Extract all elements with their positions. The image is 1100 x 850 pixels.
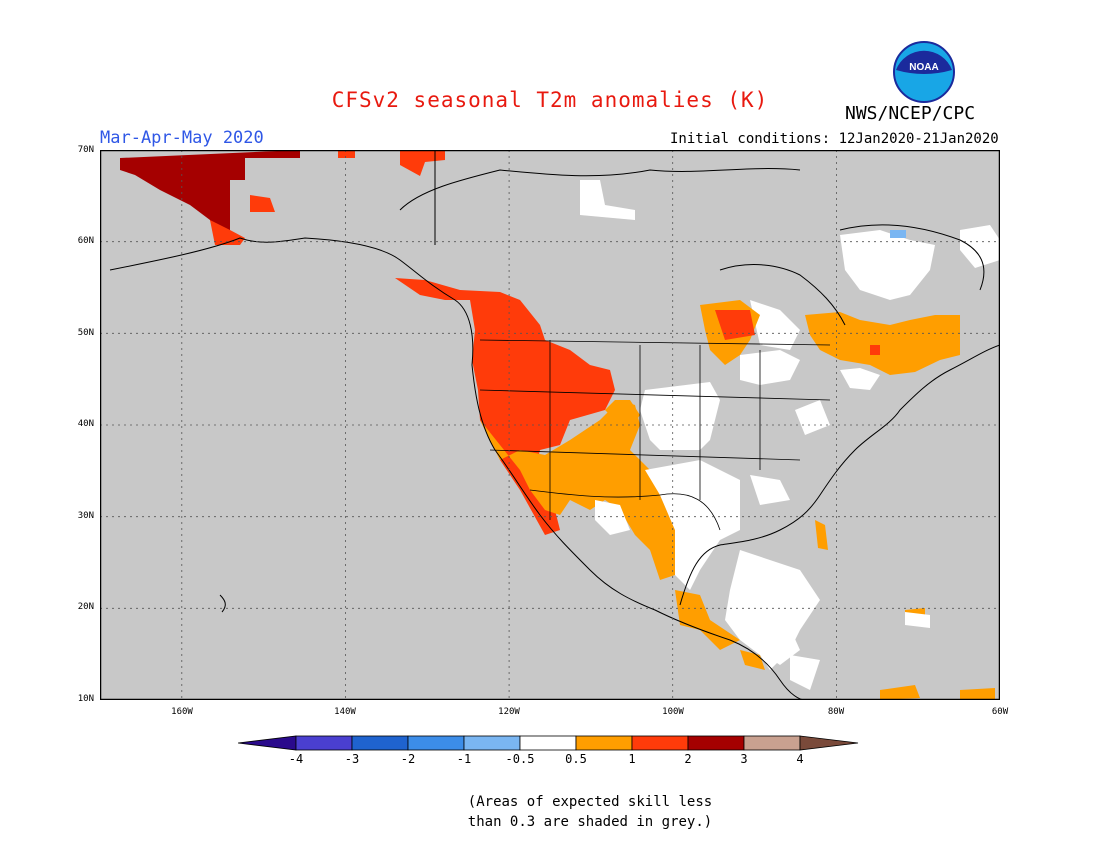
lat-label: 10N xyxy=(77,694,94,704)
colorbar-segment xyxy=(631,735,689,751)
graticule xyxy=(100,150,1000,700)
colorbar-tick-label: 1 xyxy=(628,752,636,766)
lat-label: 70N xyxy=(77,145,94,155)
lat-label: 50N xyxy=(77,328,94,338)
lat-label: 40N xyxy=(77,419,94,429)
colorbar-tick-label: -1 xyxy=(456,752,472,766)
chart-title: CFSv2 seasonal T2m anomalies (K) xyxy=(331,88,769,112)
colorbar-segment xyxy=(463,735,521,751)
colorbar-tick-label: 0.5 xyxy=(565,752,587,766)
colorbar-extend-low xyxy=(238,735,297,751)
noaa-logo-text: NOAA xyxy=(909,62,938,73)
colorbar-segment xyxy=(407,735,465,751)
footnote-line-2: than 0.3 are shaded in grey.) xyxy=(467,814,713,830)
lon-label: 100W xyxy=(662,707,684,717)
colorbar xyxy=(238,735,859,751)
political-borders xyxy=(479,339,831,531)
colorbar-tick-label: -2 xyxy=(400,752,416,766)
anomaly-alaska xyxy=(120,150,300,235)
anomaly-map xyxy=(100,150,1000,700)
colorbar-tick-label: -0.5 xyxy=(505,752,535,766)
lat-label: 30N xyxy=(77,511,94,521)
organization-label: NWS/NCEP/CPC xyxy=(845,103,976,124)
coastlines xyxy=(109,150,1000,700)
colorbar-segment xyxy=(575,735,633,751)
colorbar-tick-label: 2 xyxy=(684,752,692,766)
colorbar-tick-label: -4 xyxy=(288,752,304,766)
colorbar-segment xyxy=(351,735,409,751)
colorbar-tick-label: 3 xyxy=(740,752,748,766)
skill-footnote: (Areas of expected skill less than 0.3 a… xyxy=(400,792,780,832)
season-label: Mar-Apr-May 2020 xyxy=(100,128,264,148)
colorbar-extend-high xyxy=(799,735,859,751)
colorbar-segment xyxy=(743,735,801,751)
footnote-line-1: (Areas of expected skill less xyxy=(467,794,713,810)
noaa-logo: NOAA xyxy=(892,40,956,108)
lon-label: 120W xyxy=(498,707,520,717)
colorbar-segment xyxy=(519,735,577,751)
anomaly-west xyxy=(395,278,615,535)
lat-label: 20N xyxy=(77,602,94,612)
colorbar-segment xyxy=(687,735,745,751)
lon-label: 80W xyxy=(827,707,845,717)
colorbar-segment xyxy=(295,735,353,751)
lat-label: 60N xyxy=(77,236,94,246)
initial-conditions-label: Initial conditions: 12Jan2020-21Jan2020 xyxy=(670,131,999,147)
colorbar-tick-label: 4 xyxy=(796,752,804,766)
lon-label: 60W xyxy=(991,707,1009,717)
colorbar-tick-label: -3 xyxy=(344,752,360,766)
lon-label: 140W xyxy=(334,707,356,717)
lon-label: 160W xyxy=(171,707,193,717)
